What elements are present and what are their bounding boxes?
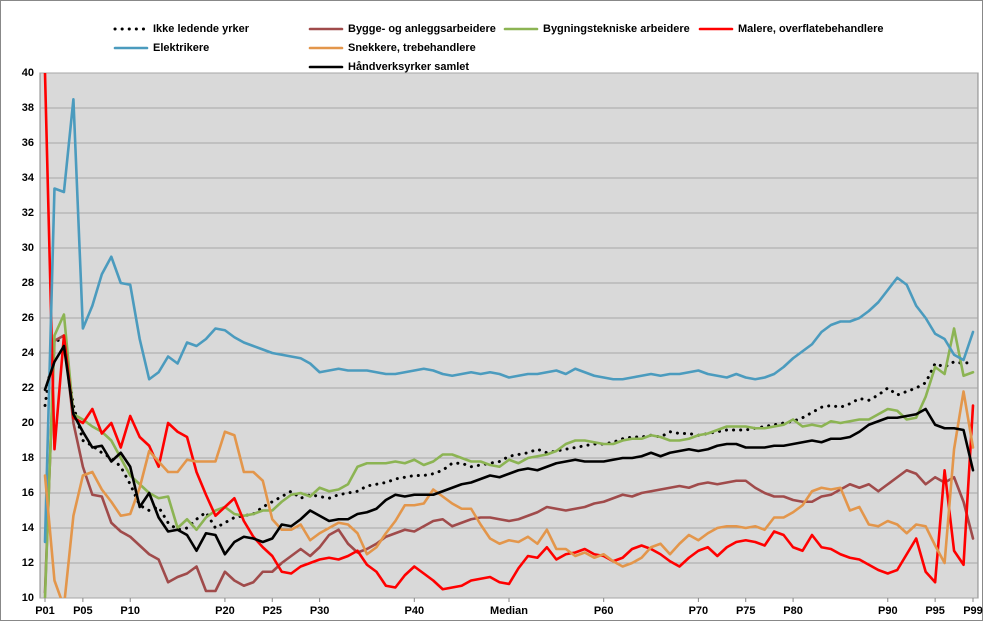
legend-label: Malere, overflatebehandlere bbox=[738, 23, 884, 35]
x-tick-label: P75 bbox=[736, 605, 756, 617]
x-tick-label: P25 bbox=[262, 605, 282, 617]
legend-label: Bygge- og anleggsarbeidere bbox=[348, 23, 496, 35]
legend-label: Bygningstekniske arbeidere bbox=[543, 23, 690, 35]
y-tick-label: 40 bbox=[22, 67, 34, 79]
series-line bbox=[43, 334, 975, 595]
series-line bbox=[43, 344, 975, 556]
y-tick-label: 24 bbox=[22, 347, 35, 359]
y-tick-label: 34 bbox=[22, 172, 35, 184]
y-tick-label: 30 bbox=[22, 242, 34, 254]
x-tick-label: P95 bbox=[925, 605, 945, 617]
y-tick-label: 28 bbox=[22, 277, 34, 289]
x-tick-label: P01 bbox=[35, 605, 55, 617]
y-tick-label: 20 bbox=[22, 417, 34, 429]
y-tick-label: 16 bbox=[22, 487, 34, 499]
y-tick-label: 26 bbox=[22, 312, 34, 324]
x-tick-label: P70 bbox=[689, 605, 709, 617]
x-tick-label: P99 bbox=[963, 605, 983, 617]
x-tick-label: P40 bbox=[405, 605, 425, 617]
legend-label: Ikke ledende yrker bbox=[153, 23, 250, 35]
y-tick-label: 10 bbox=[22, 592, 34, 604]
y-tick-label: 38 bbox=[22, 102, 34, 114]
legend-label: Elektrikere bbox=[153, 42, 209, 54]
x-tick-label: P80 bbox=[783, 605, 803, 617]
x-tick-label: P90 bbox=[878, 605, 898, 617]
x-tick-label: P05 bbox=[73, 605, 93, 617]
series-line bbox=[43, 390, 975, 598]
x-tick-label: P30 bbox=[310, 605, 330, 617]
x-tick-label: Median bbox=[490, 605, 528, 617]
y-tick-label: 32 bbox=[22, 207, 34, 219]
y-tick-label: 36 bbox=[22, 137, 34, 149]
x-tick-label: P10 bbox=[120, 605, 140, 617]
x-tick-label: P20 bbox=[215, 605, 235, 617]
series-line bbox=[43, 73, 975, 591]
series-line bbox=[43, 313, 975, 598]
y-tick-label: 14 bbox=[22, 522, 35, 534]
series-line bbox=[43, 97, 975, 544]
plot-area bbox=[39, 72, 979, 599]
y-tick-label: 12 bbox=[22, 557, 34, 569]
legend-label: Snekkere, trebehandlere bbox=[348, 42, 476, 54]
y-tick-label: 18 bbox=[22, 452, 34, 464]
legend-label: Håndverksyrker samlet bbox=[348, 61, 469, 73]
y-tick-label: 22 bbox=[22, 382, 34, 394]
x-tick-label: P60 bbox=[594, 605, 614, 617]
